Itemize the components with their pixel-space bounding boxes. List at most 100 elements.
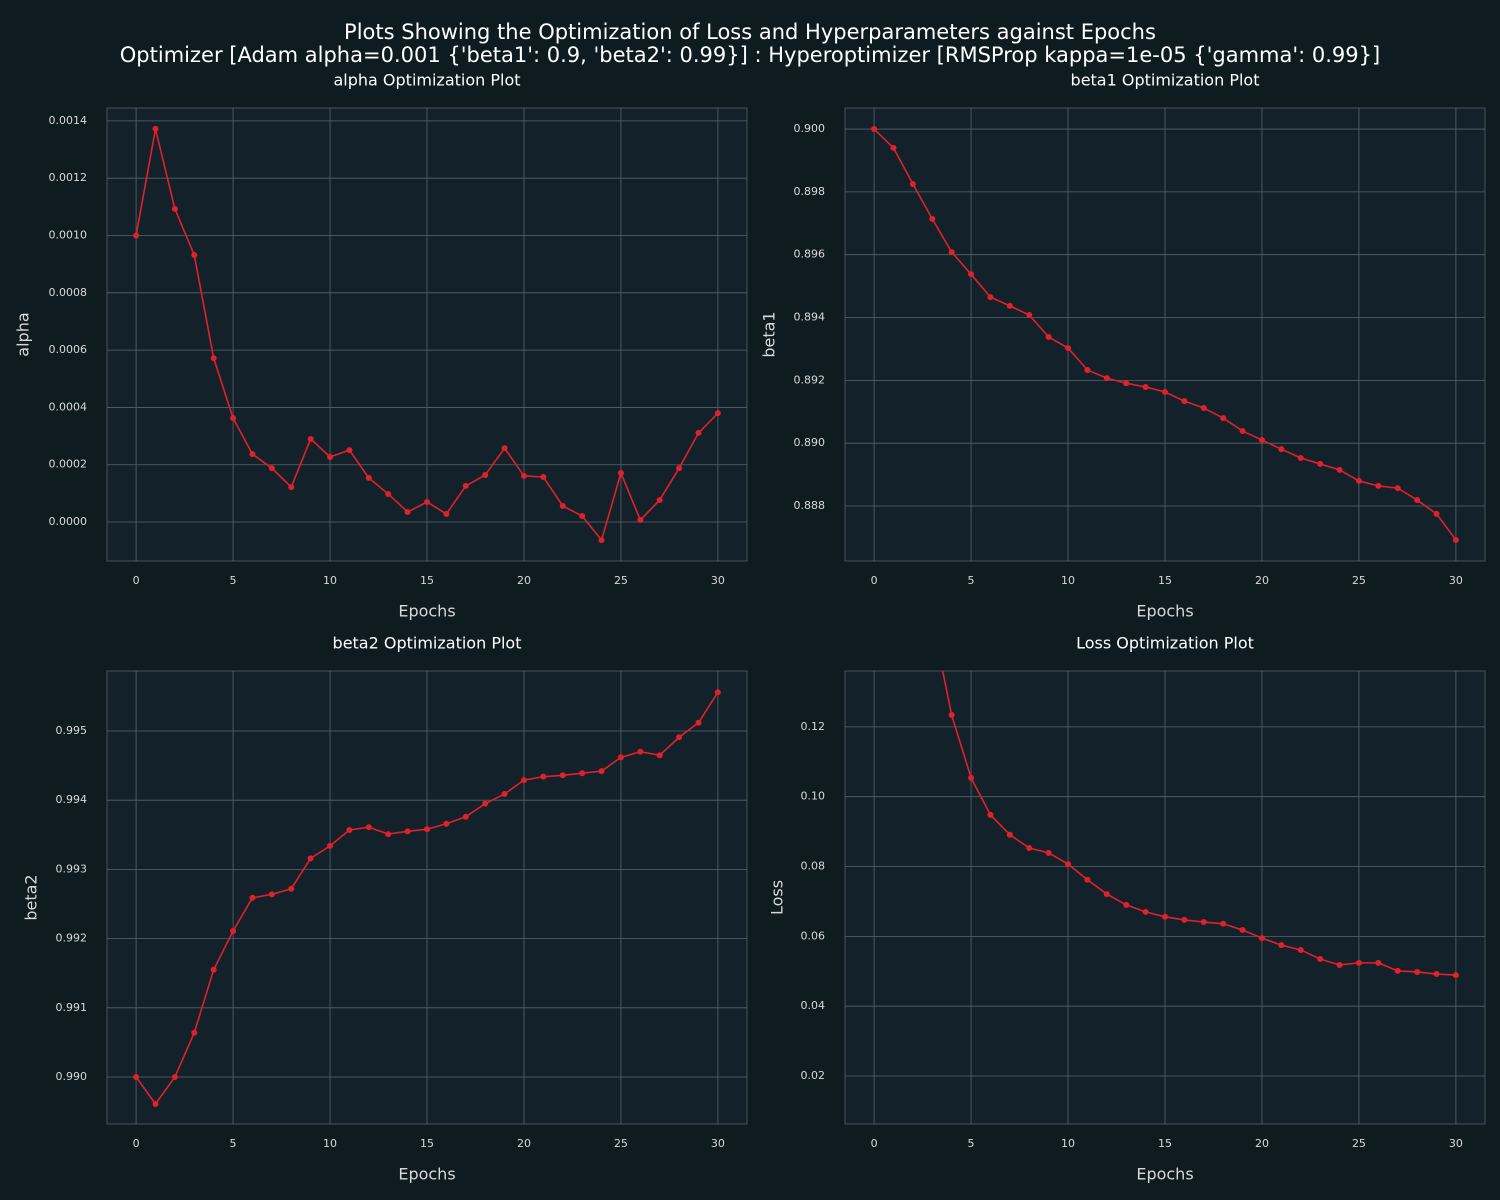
point: [1239, 927, 1246, 934]
series: [133, 125, 721, 544]
point: [1258, 935, 1265, 942]
point: [1414, 968, 1421, 975]
point: [443, 511, 450, 518]
y-axis-label: Loss: [768, 880, 787, 915]
point: [1103, 891, 1110, 898]
figure-subtitle: Optimizer [Adam alpha=0.001 {'beta1': 0.…: [120, 43, 1380, 67]
point: [133, 232, 140, 239]
x-tick-label: 20: [517, 574, 531, 587]
y-tick-label: 0.0006: [49, 343, 88, 356]
point: [1452, 972, 1459, 979]
point: [152, 125, 159, 132]
point: [1123, 901, 1130, 908]
point: [1084, 876, 1091, 883]
point: [501, 445, 508, 452]
point: [1317, 956, 1324, 963]
x-tick-label: 10: [1061, 1137, 1075, 1150]
point: [714, 689, 721, 696]
point: [968, 774, 975, 781]
point: [482, 800, 489, 807]
x-tick-label: 5: [968, 1137, 975, 1150]
point: [559, 772, 566, 779]
point: [1317, 460, 1324, 467]
point: [462, 813, 469, 820]
point: [520, 472, 527, 479]
y-tick-label: 0.0014: [49, 114, 88, 127]
point: [1162, 388, 1168, 395]
point: [598, 768, 605, 775]
y-tick-label: 0.990: [56, 1070, 88, 1083]
y-tick-label: 0.991: [56, 1001, 88, 1014]
x-tick-label: 30: [711, 574, 725, 587]
point: [987, 294, 994, 301]
point: [598, 537, 605, 544]
point: [676, 734, 683, 741]
point: [133, 1074, 140, 1081]
x-tick-label: 0: [871, 574, 878, 587]
point: [1200, 405, 1207, 412]
series: [929, 617, 1459, 979]
point: [1181, 398, 1188, 405]
point: [695, 719, 702, 726]
point: [579, 513, 586, 520]
point: [1433, 510, 1440, 517]
point: [1220, 920, 1227, 927]
point: [1297, 454, 1304, 461]
point: [637, 517, 644, 524]
x-tick-label: 15: [1158, 574, 1172, 587]
point: [968, 271, 975, 278]
x-axis-label: Epochs: [1136, 1165, 1193, 1184]
y-tick-label: 0.06: [801, 929, 826, 942]
point: [540, 773, 547, 780]
x-tick-label: 15: [420, 1137, 434, 1150]
point: [346, 826, 353, 833]
point: [1452, 536, 1459, 543]
series: [133, 689, 721, 1108]
point: [385, 831, 392, 838]
point: [171, 205, 178, 212]
x-tick-label: 20: [517, 1137, 531, 1150]
point: [327, 453, 334, 460]
point: [288, 885, 295, 892]
y-tick-label: 0.02: [801, 1069, 826, 1082]
x-tick-label: 30: [711, 1137, 725, 1150]
point: [1297, 946, 1304, 953]
point: [559, 502, 566, 509]
x-tick-label: 15: [1158, 1137, 1172, 1150]
x-tick-label: 30: [1449, 1137, 1463, 1150]
point: [365, 474, 372, 481]
y-tick-label: 0.992: [56, 932, 88, 945]
point: [346, 447, 353, 454]
subplot-title: Loss Optimization Plot: [1076, 634, 1254, 653]
point: [520, 777, 527, 784]
x-tick-label: 10: [323, 574, 337, 587]
y-tick-label: 0.888: [794, 499, 826, 512]
point: [987, 811, 994, 818]
x-axis-label: Epochs: [398, 1165, 455, 1184]
point: [1103, 375, 1110, 382]
point: [1006, 831, 1013, 838]
point: [1258, 437, 1265, 444]
y-tick-label: 0.898: [794, 185, 826, 198]
point: [1084, 366, 1091, 373]
y-tick-label: 0.892: [794, 373, 826, 386]
x-axis-label: Epochs: [1136, 602, 1193, 621]
point: [656, 496, 663, 503]
point: [482, 472, 489, 479]
subplot: 0 5 10 15 20 25 30 0.990 0.991 0.992 0.993 0.994 0.9…: [22, 634, 748, 1184]
point: [929, 617, 935, 623]
y-axis-label: beta2: [22, 874, 41, 920]
point: [268, 465, 275, 472]
point: [171, 1074, 178, 1081]
subplot: 0 5 10 15 20 25 30 0.02 0.04 0.06 0.08 0.10 0.12 Loss…: [768, 617, 1486, 1184]
y-axis-label: alpha: [14, 312, 33, 356]
point: [404, 828, 411, 835]
x-tick-label: 25: [614, 574, 628, 587]
point: [1065, 861, 1072, 868]
point: [191, 251, 198, 258]
x-tick-label: 10: [323, 1137, 337, 1150]
point: [637, 748, 644, 755]
x-tick-label: 25: [614, 1137, 628, 1150]
y-axis-label: beta1: [760, 311, 779, 357]
